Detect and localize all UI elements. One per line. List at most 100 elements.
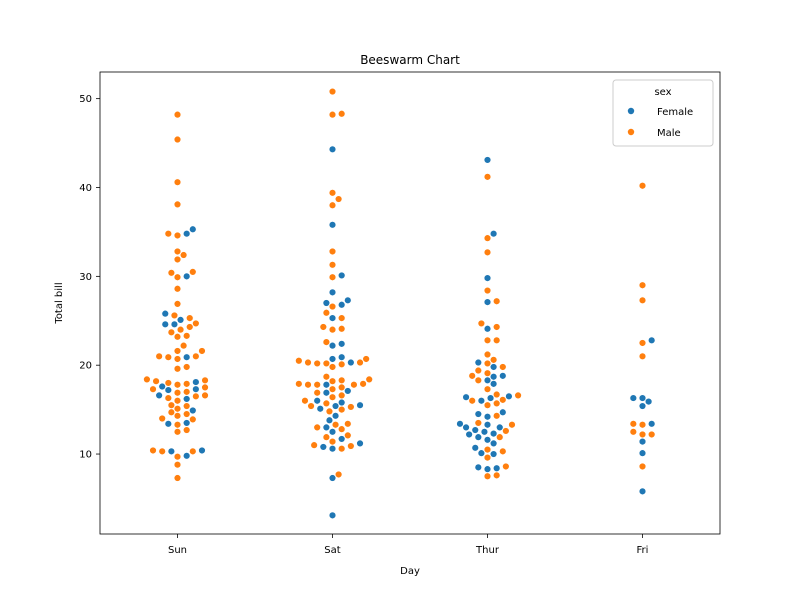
point-male-sat <box>313 359 321 368</box>
point-male-sun <box>192 319 200 328</box>
point-male-thur <box>483 336 492 345</box>
point-male-fri <box>638 182 647 190</box>
point-male-thur <box>499 363 507 371</box>
point-male-sat <box>328 261 337 269</box>
point-male-sat <box>322 359 331 368</box>
point-male-sat <box>304 358 312 367</box>
point-male-sun <box>173 389 182 397</box>
point-male-thur <box>492 336 501 345</box>
point-female-sat <box>344 296 352 305</box>
point-male-sun <box>155 352 163 361</box>
point-male-sat <box>331 421 340 429</box>
point-female-sun <box>176 316 185 324</box>
point-female-sun <box>170 320 179 329</box>
point-male-sat <box>350 381 358 389</box>
point-female-sat <box>322 299 331 307</box>
point-male-sun <box>173 381 182 389</box>
point-male-sun <box>201 376 209 384</box>
point-male-sat <box>328 437 337 446</box>
point-female-sat <box>328 511 337 520</box>
x-tick-label: Sun <box>168 545 187 556</box>
point-male-sat <box>310 441 318 449</box>
point-male-sat <box>325 407 334 416</box>
point-male-sun <box>186 323 194 331</box>
point-male-sun <box>173 397 182 405</box>
point-female-sat <box>344 387 352 395</box>
point-male-sun <box>189 268 197 276</box>
point-female-thur <box>489 230 498 238</box>
point-male-thur <box>474 366 483 375</box>
point-male-sat <box>328 189 337 197</box>
point-female-thur <box>480 428 489 436</box>
point-female-thur <box>483 156 492 164</box>
point-female-thur <box>474 433 483 441</box>
point-female-sat <box>322 423 331 432</box>
point-male-sat <box>328 87 337 96</box>
legend-title: sex <box>654 87 671 98</box>
point-female-sat <box>356 439 364 448</box>
point-male-sun <box>164 394 173 402</box>
point-male-sat <box>307 402 315 410</box>
point-male-sun <box>158 447 166 456</box>
point-male-sun <box>173 285 182 293</box>
point-male-sat <box>328 377 337 385</box>
point-female-thur <box>489 373 498 381</box>
point-male-sun <box>167 408 176 416</box>
point-male-sat <box>334 470 343 479</box>
point-female-thur <box>474 463 483 472</box>
point-male-sun <box>173 110 182 119</box>
point-male-thur <box>499 447 507 456</box>
y-tick-label: 40 <box>79 183 92 194</box>
point-male-sat <box>347 442 355 450</box>
point-male-sun <box>173 347 182 355</box>
point-female-sat <box>328 355 337 363</box>
point-female-sat <box>328 474 337 482</box>
point-male-thur <box>483 173 492 181</box>
point-male-thur <box>483 369 492 377</box>
point-female-thur <box>456 420 464 428</box>
point-male-sun <box>192 352 200 361</box>
point-female-fri <box>647 420 656 428</box>
point-female-sat <box>347 358 355 367</box>
point-male-sun <box>173 247 182 256</box>
point-male-sat <box>337 383 346 392</box>
point-female-thur <box>465 430 473 439</box>
point-male-fri <box>638 462 647 471</box>
point-male-thur <box>483 359 492 368</box>
x-axis-title: Day <box>400 566 420 577</box>
point-male-sat <box>344 420 352 428</box>
point-female-thur <box>489 363 498 371</box>
point-female-sat <box>328 428 337 436</box>
y-tick-label: 20 <box>79 361 92 372</box>
point-male-sun <box>143 375 151 384</box>
point-male-sat <box>301 397 309 405</box>
point-male-sat <box>322 399 331 408</box>
point-male-sun <box>173 333 182 341</box>
point-female-thur <box>496 423 504 432</box>
point-female-sat <box>319 443 328 451</box>
point-male-sun <box>182 426 191 434</box>
point-male-sun <box>149 446 157 455</box>
legend-frame <box>612 79 714 147</box>
point-female-sat <box>328 288 337 297</box>
point-female-fri <box>638 487 647 496</box>
point-female-thur <box>492 464 501 472</box>
point-male-sun <box>158 414 166 423</box>
point-female-sun <box>182 272 191 281</box>
point-male-fri <box>638 430 647 439</box>
point-female-sat <box>356 401 364 409</box>
point-male-sat <box>313 389 321 397</box>
point-male-sun <box>173 461 182 469</box>
point-male-thur <box>483 385 492 393</box>
point-female-sat <box>331 402 340 410</box>
point-male-sat <box>313 381 321 389</box>
point-male-thur <box>483 453 492 462</box>
point-male-sun <box>179 341 188 350</box>
point-male-sun <box>173 300 182 308</box>
point-female-thur <box>483 298 492 306</box>
point-male-sat <box>328 273 337 281</box>
point-male-thur <box>468 372 476 380</box>
point-male-thur <box>474 376 483 384</box>
point-male-sat <box>337 314 346 322</box>
point-female-sun <box>198 446 206 455</box>
